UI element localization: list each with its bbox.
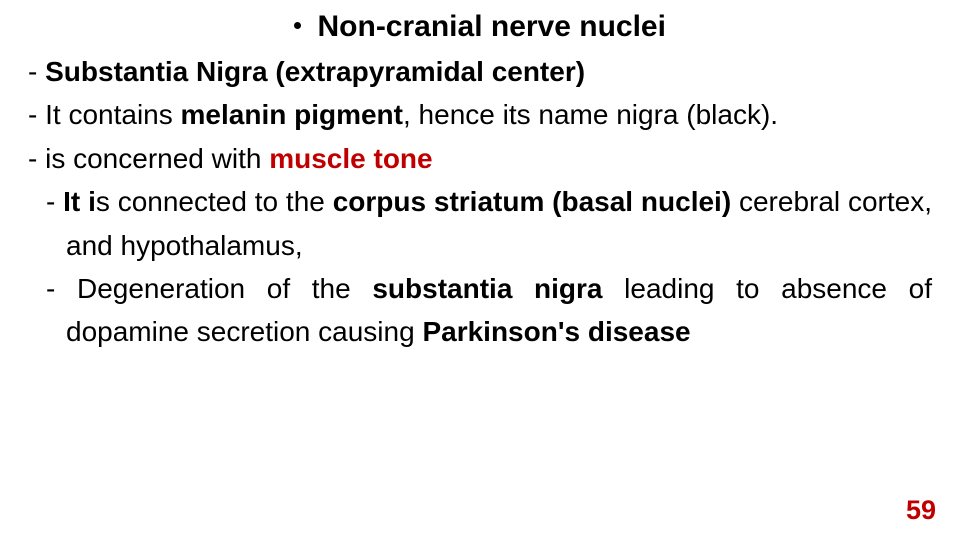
text-run: melanin pigment <box>181 99 403 130</box>
line-prefix: - <box>46 273 77 304</box>
text-run: Degeneration of the <box>77 273 372 304</box>
bullet-icon <box>294 22 301 29</box>
slide-container: Non-cranial nerve nuclei - Substantia Ni… <box>0 0 960 540</box>
text-run: substantia nigra <box>372 273 602 304</box>
text-run: Substantia Nigra (extrapyramidal center) <box>45 56 585 87</box>
slide-title: Non-cranial nerve nuclei <box>318 10 666 43</box>
body-line: - Substantia Nigra (extrapyramidal cente… <box>28 50 932 93</box>
page-number: 59 <box>906 495 936 526</box>
text-run: It i <box>63 186 96 217</box>
body-line: - Degeneration of the substantia nigra l… <box>28 267 932 354</box>
text-run: s connected to the <box>96 186 333 217</box>
text-run: , hence its name nigra (black). <box>403 99 778 130</box>
line-prefix: - <box>28 56 45 87</box>
body-line: - It contains melanin pigment, hence its… <box>28 93 932 136</box>
line-prefix: - is concerned with <box>28 143 269 174</box>
body-line: - It is connected to the corpus striatum… <box>28 180 932 267</box>
title-row: Non-cranial nerve nuclei <box>28 10 932 44</box>
line-prefix: - It contains <box>28 99 181 130</box>
text-run: corpus striatum (basal nuclei) <box>333 186 739 217</box>
text-run: Parkinson's disease <box>422 316 690 347</box>
body-line: - is concerned with muscle tone <box>28 137 932 180</box>
line-prefix: - <box>46 186 63 217</box>
body-text: - Substantia Nigra (extrapyramidal cente… <box>28 50 932 354</box>
text-run: muscle tone <box>269 143 432 174</box>
